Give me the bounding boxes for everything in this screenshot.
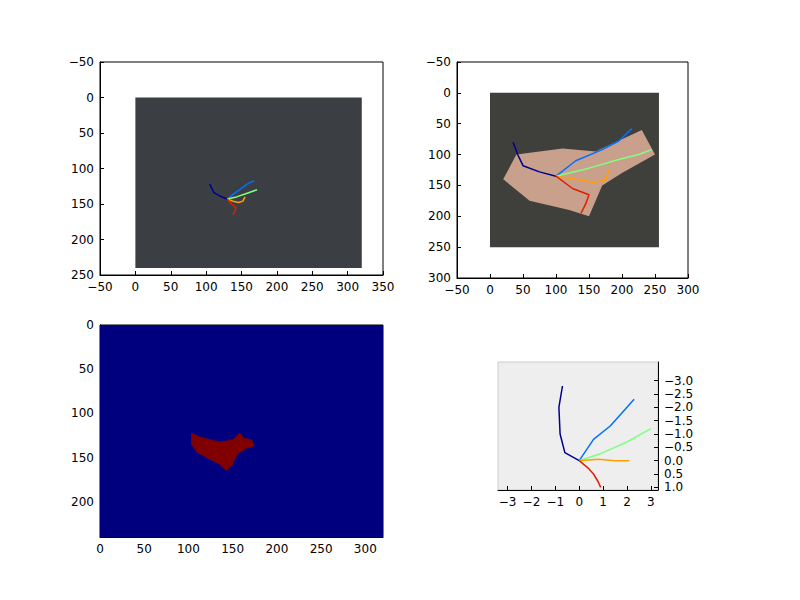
svg-text:100: 100 xyxy=(177,542,200,556)
svg-text:100: 100 xyxy=(71,406,94,420)
svg-text:−2.5: −2.5 xyxy=(664,387,693,401)
svg-text:250: 250 xyxy=(71,268,94,282)
svg-text:100: 100 xyxy=(545,283,568,297)
svg-text:350: 350 xyxy=(372,280,395,294)
svg-text:200: 200 xyxy=(71,233,94,247)
svg-text:300: 300 xyxy=(677,283,700,297)
svg-text:50: 50 xyxy=(79,362,94,376)
svg-text:−2: −2 xyxy=(523,495,541,509)
svg-text:0.5: 0.5 xyxy=(664,467,683,481)
svg-text:3: 3 xyxy=(647,495,655,509)
svg-text:−50: −50 xyxy=(69,55,94,69)
svg-text:200: 200 xyxy=(265,280,288,294)
svg-text:0: 0 xyxy=(575,495,583,509)
svg-text:50: 50 xyxy=(79,126,94,140)
svg-text:250: 250 xyxy=(644,283,667,297)
svg-text:0: 0 xyxy=(132,280,140,294)
svg-text:300: 300 xyxy=(336,280,359,294)
svg-text:150: 150 xyxy=(428,178,451,192)
svg-text:−3: −3 xyxy=(499,495,517,509)
svg-text:−2.0: −2.0 xyxy=(664,400,693,414)
svg-text:0.0: 0.0 xyxy=(664,454,683,468)
svg-text:0: 0 xyxy=(86,91,94,105)
svg-text:0: 0 xyxy=(443,86,451,100)
svg-text:2: 2 xyxy=(623,495,631,509)
svg-text:−1.5: −1.5 xyxy=(664,414,693,428)
svg-text:−3.0: −3.0 xyxy=(664,374,693,388)
svg-text:1: 1 xyxy=(599,495,607,509)
svg-text:0: 0 xyxy=(96,542,104,556)
svg-text:150: 150 xyxy=(578,283,601,297)
svg-text:150: 150 xyxy=(71,451,94,465)
svg-text:150: 150 xyxy=(221,542,244,556)
svg-text:50: 50 xyxy=(436,117,451,131)
svg-text:150: 150 xyxy=(71,197,94,211)
svg-text:0: 0 xyxy=(86,318,94,332)
svg-text:200: 200 xyxy=(265,542,288,556)
svg-text:−1.0: −1.0 xyxy=(664,427,693,441)
svg-text:300: 300 xyxy=(354,542,377,556)
svg-text:50: 50 xyxy=(163,280,178,294)
svg-text:1.0: 1.0 xyxy=(664,480,683,494)
svg-text:250: 250 xyxy=(301,280,324,294)
svg-text:−50: −50 xyxy=(426,55,451,69)
svg-text:200: 200 xyxy=(611,283,634,297)
svg-text:0: 0 xyxy=(486,283,494,297)
svg-text:250: 250 xyxy=(428,240,451,254)
svg-text:100: 100 xyxy=(428,148,451,162)
svg-text:50: 50 xyxy=(137,542,152,556)
svg-text:200: 200 xyxy=(428,209,451,223)
svg-text:200: 200 xyxy=(71,495,94,509)
svg-text:−50: −50 xyxy=(444,283,469,297)
svg-text:300: 300 xyxy=(428,271,451,285)
svg-text:100: 100 xyxy=(195,280,218,294)
svg-text:50: 50 xyxy=(515,283,530,297)
svg-text:−1: −1 xyxy=(546,495,564,509)
svg-text:−0.5: −0.5 xyxy=(664,440,693,454)
svg-text:−50: −50 xyxy=(87,280,112,294)
svg-text:150: 150 xyxy=(230,280,253,294)
svg-text:100: 100 xyxy=(71,162,94,176)
svg-text:250: 250 xyxy=(310,542,333,556)
